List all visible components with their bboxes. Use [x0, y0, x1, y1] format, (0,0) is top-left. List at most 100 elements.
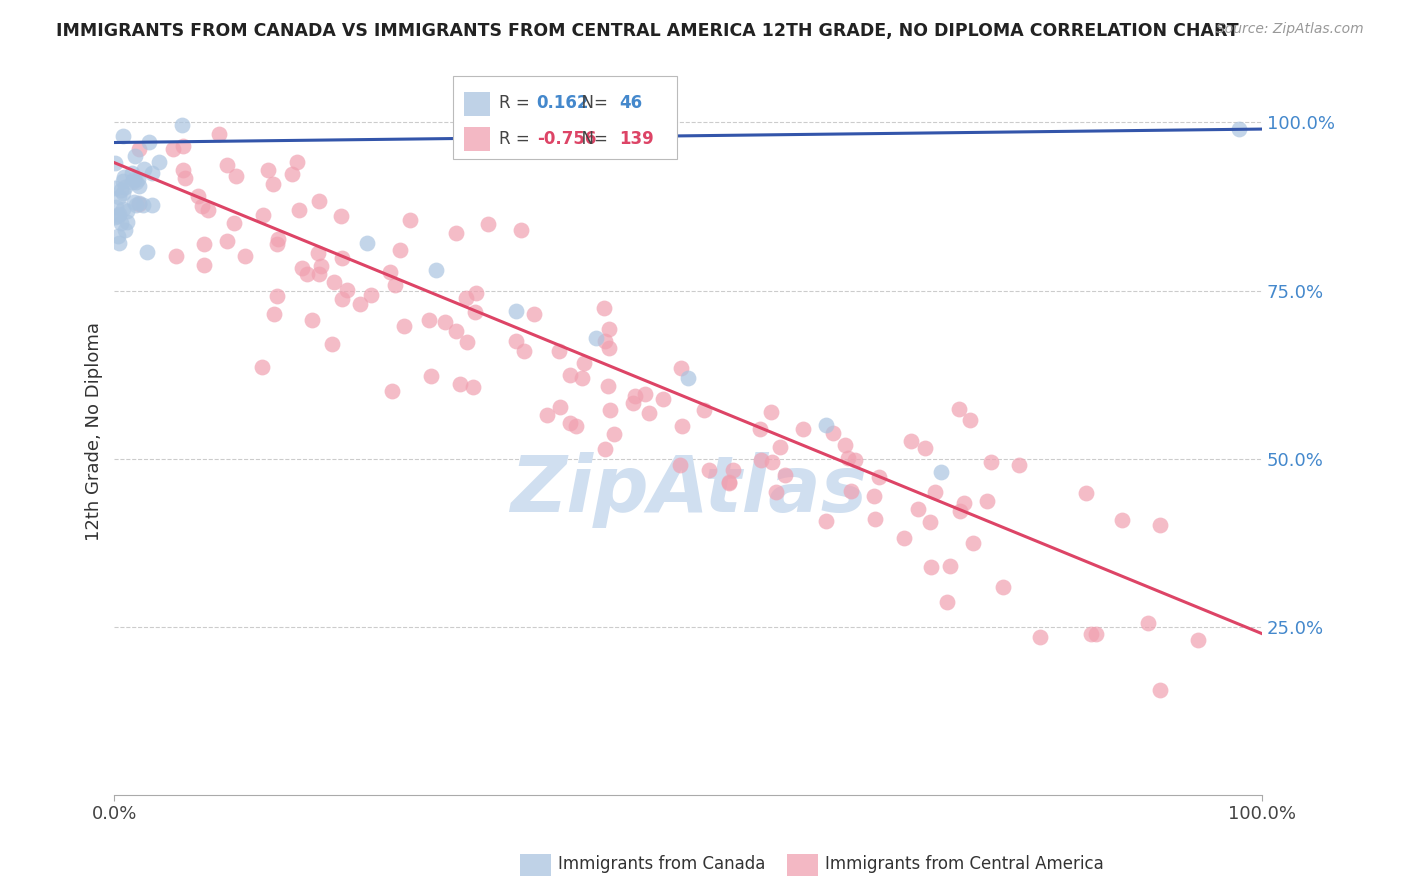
Point — [108, 207, 131, 221]
Point — [290, 261, 312, 276]
Point — [444, 226, 467, 240]
Point — [598, 341, 620, 355]
Text: Source: ZipAtlas.com: Source: ZipAtlas.com — [1216, 22, 1364, 37]
Point — [1227, 122, 1250, 136]
Point — [187, 188, 209, 202]
Point — [392, 319, 415, 334]
Point — [952, 496, 974, 510]
Point — [948, 401, 970, 416]
Point — [634, 386, 657, 401]
Point — [699, 462, 721, 476]
Point — [418, 313, 440, 327]
Point — [585, 330, 607, 344]
Point — [433, 315, 456, 329]
Text: IMMIGRANTS FROM CANADA VS IMMIGRANTS FROM CENTRAL AMERICA 12TH GRADE, NO DIPLOMA: IMMIGRANTS FROM CANADA VS IMMIGRANTS FRO… — [56, 22, 1239, 40]
Point — [262, 177, 284, 191]
Point — [121, 175, 143, 189]
Point — [1137, 615, 1160, 630]
Point — [718, 476, 741, 491]
Point — [837, 451, 859, 466]
Point — [307, 245, 329, 260]
Text: 139: 139 — [619, 130, 654, 148]
Point — [721, 463, 744, 477]
Point — [792, 422, 814, 436]
Point — [217, 235, 239, 249]
Point — [900, 434, 922, 448]
Point — [114, 180, 136, 194]
Point — [104, 210, 127, 224]
Point — [336, 284, 359, 298]
Point — [267, 232, 290, 246]
Point — [598, 379, 620, 393]
Point — [321, 336, 343, 351]
Point — [110, 216, 132, 230]
Point — [823, 426, 845, 441]
Point — [128, 179, 150, 194]
Point — [141, 166, 163, 180]
Point — [536, 409, 558, 423]
Point — [104, 200, 127, 214]
Point — [560, 368, 582, 382]
Point — [572, 356, 595, 370]
Point — [222, 217, 245, 231]
Point — [505, 303, 527, 318]
Text: ZipAtlas: ZipAtlas — [509, 452, 866, 528]
Point — [111, 129, 134, 144]
Text: 0.162: 0.162 — [537, 95, 589, 112]
Point — [122, 172, 145, 186]
Point — [761, 455, 783, 469]
Point — [233, 249, 256, 263]
Point — [693, 402, 716, 417]
Point — [356, 236, 378, 251]
Point — [172, 139, 194, 153]
Point — [676, 371, 699, 385]
Point — [1080, 626, 1102, 640]
Point — [938, 559, 960, 574]
Text: Immigrants from Central America: Immigrants from Central America — [825, 855, 1104, 873]
Point — [197, 202, 219, 217]
Point — [749, 422, 772, 436]
Point — [671, 418, 693, 433]
Point — [461, 380, 484, 394]
Point — [623, 396, 645, 410]
Point — [465, 285, 488, 300]
Point — [124, 175, 146, 189]
Text: R =: R = — [499, 130, 534, 148]
Point — [1029, 630, 1052, 644]
Point — [104, 156, 127, 170]
Point — [863, 511, 886, 525]
Point — [103, 181, 125, 195]
Point — [523, 307, 546, 321]
Point — [1111, 513, 1133, 527]
Point — [548, 400, 571, 414]
Point — [814, 418, 837, 433]
Point — [548, 343, 571, 358]
Point — [920, 559, 942, 574]
Point — [295, 267, 318, 281]
Point — [512, 344, 534, 359]
Point — [380, 265, 402, 279]
Point — [349, 297, 371, 311]
Point — [477, 217, 499, 231]
Point — [759, 405, 782, 419]
Point — [132, 162, 155, 177]
Point — [111, 202, 134, 217]
Point — [162, 142, 184, 156]
Point — [598, 321, 620, 335]
Point — [108, 236, 131, 251]
FancyBboxPatch shape — [453, 76, 676, 160]
Point — [624, 389, 647, 403]
Point — [132, 198, 155, 212]
Point — [929, 465, 952, 479]
Point — [446, 324, 468, 338]
Point — [592, 301, 614, 315]
Point — [834, 438, 856, 452]
Point — [172, 119, 194, 133]
Text: N=: N= — [571, 95, 613, 112]
Point — [1149, 683, 1171, 698]
Point — [671, 360, 693, 375]
Point — [893, 531, 915, 545]
Point — [266, 237, 288, 252]
Point — [323, 275, 346, 289]
Point — [266, 289, 288, 303]
